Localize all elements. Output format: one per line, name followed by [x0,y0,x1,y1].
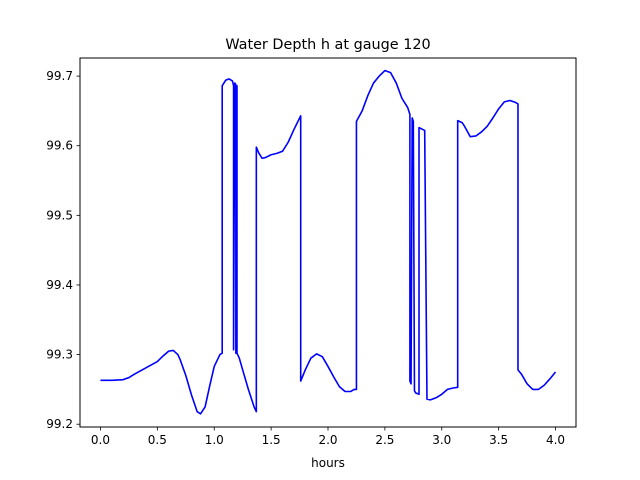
y-tick-label: 99.6 [46,139,73,153]
x-tick-label: 3.0 [432,433,451,447]
chart-title: Water Depth h at gauge 120 [225,37,430,53]
y-tick-label: 99.4 [46,278,73,292]
plot-area [100,69,557,415]
x-tick-label: 1.0 [205,433,224,447]
y-tick-label: 99.7 [46,69,73,83]
x-tick-label: 0.0 [91,433,110,447]
x-tick-label: 2.0 [318,433,337,447]
series-line-water-depth [100,69,557,415]
y-axis: 99.2 99.3 99.4 99.5 99.6 99.7 [46,69,80,431]
x-axis: 0.0 0.5 1.0 1.5 2.0 2.5 3.0 3.5 4.0 [91,427,565,447]
x-axis-label: hours [311,456,345,470]
x-tick-label: 2.5 [375,433,394,447]
y-tick-label: 99.5 [46,208,73,222]
y-tick-label: 99.2 [46,417,73,431]
x-tick-label: 1.5 [262,433,281,447]
x-tick-label: 3.5 [489,433,508,447]
y-tick-label: 99.3 [46,348,73,362]
x-tick-label: 0.5 [148,433,167,447]
x-tick-label: 4.0 [546,433,565,447]
